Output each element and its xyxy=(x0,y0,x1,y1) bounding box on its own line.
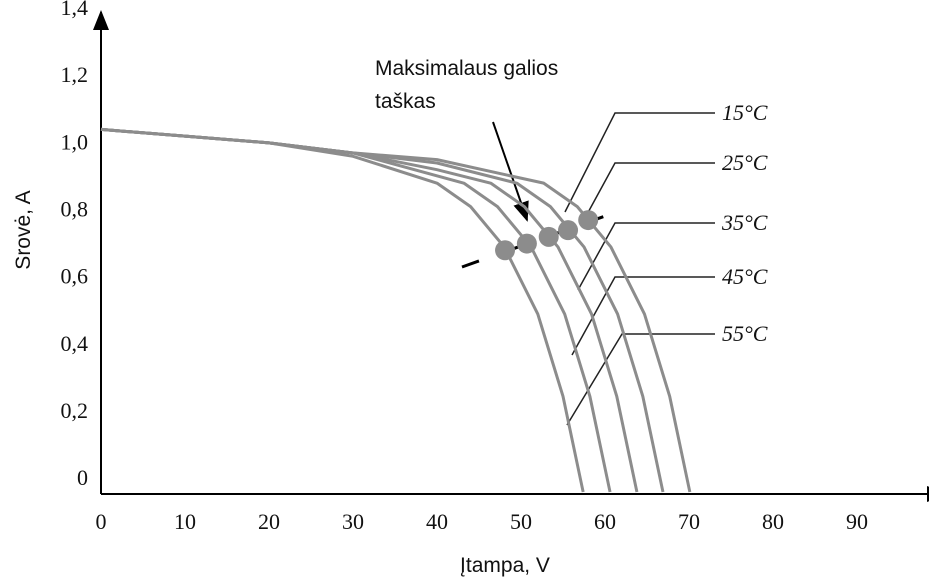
mpp-point xyxy=(578,210,599,231)
annotation: taškas xyxy=(375,90,436,113)
legend-label: 35°C xyxy=(721,210,768,235)
y-tick-label: 1,4 xyxy=(61,0,89,20)
x-tick-label: 60 xyxy=(594,509,616,534)
y-axis-label: Srovė, A xyxy=(12,190,35,269)
mpp-point xyxy=(495,240,516,261)
annotation: Maksimalaus galios xyxy=(375,57,558,80)
mpp-point xyxy=(516,233,537,254)
leader-lines xyxy=(564,112,715,426)
y-tick-label: 0,4 xyxy=(61,331,89,356)
x-tick-label: 40 xyxy=(426,509,448,534)
y-tick-label: 0,8 xyxy=(61,196,89,221)
x-tick-label: 20 xyxy=(258,509,280,534)
legend-label: 15°C xyxy=(722,100,768,125)
line-series xyxy=(100,127,612,493)
y-tick-label: 1,2 xyxy=(61,62,89,87)
y-tick-label: 0,2 xyxy=(61,398,89,423)
x-tick-label: 90 xyxy=(846,509,868,534)
mpp-point xyxy=(538,226,559,247)
x-tick-label: 80 xyxy=(762,509,784,534)
line-series xyxy=(100,127,639,493)
legend-label: 25°C xyxy=(722,150,768,175)
legend-label: 45°C xyxy=(722,264,768,289)
y-tick-label: 0 xyxy=(77,465,88,490)
mpp-point xyxy=(558,220,579,241)
x-axis-label: Įtampa, V xyxy=(460,554,550,577)
x-tick-label: 30 xyxy=(342,509,364,534)
line-series xyxy=(100,127,692,493)
y-tick-label: 1,0 xyxy=(61,129,89,154)
y-tick-label: 0,6 xyxy=(61,264,89,289)
legend-label: 55°C xyxy=(722,321,768,346)
x-tick-label: 70 xyxy=(678,509,700,534)
x-tick-label: 10 xyxy=(174,509,196,534)
x-tick-label: 50 xyxy=(510,509,532,534)
line-series xyxy=(100,127,585,493)
x-tick-label: 0 xyxy=(96,509,107,534)
